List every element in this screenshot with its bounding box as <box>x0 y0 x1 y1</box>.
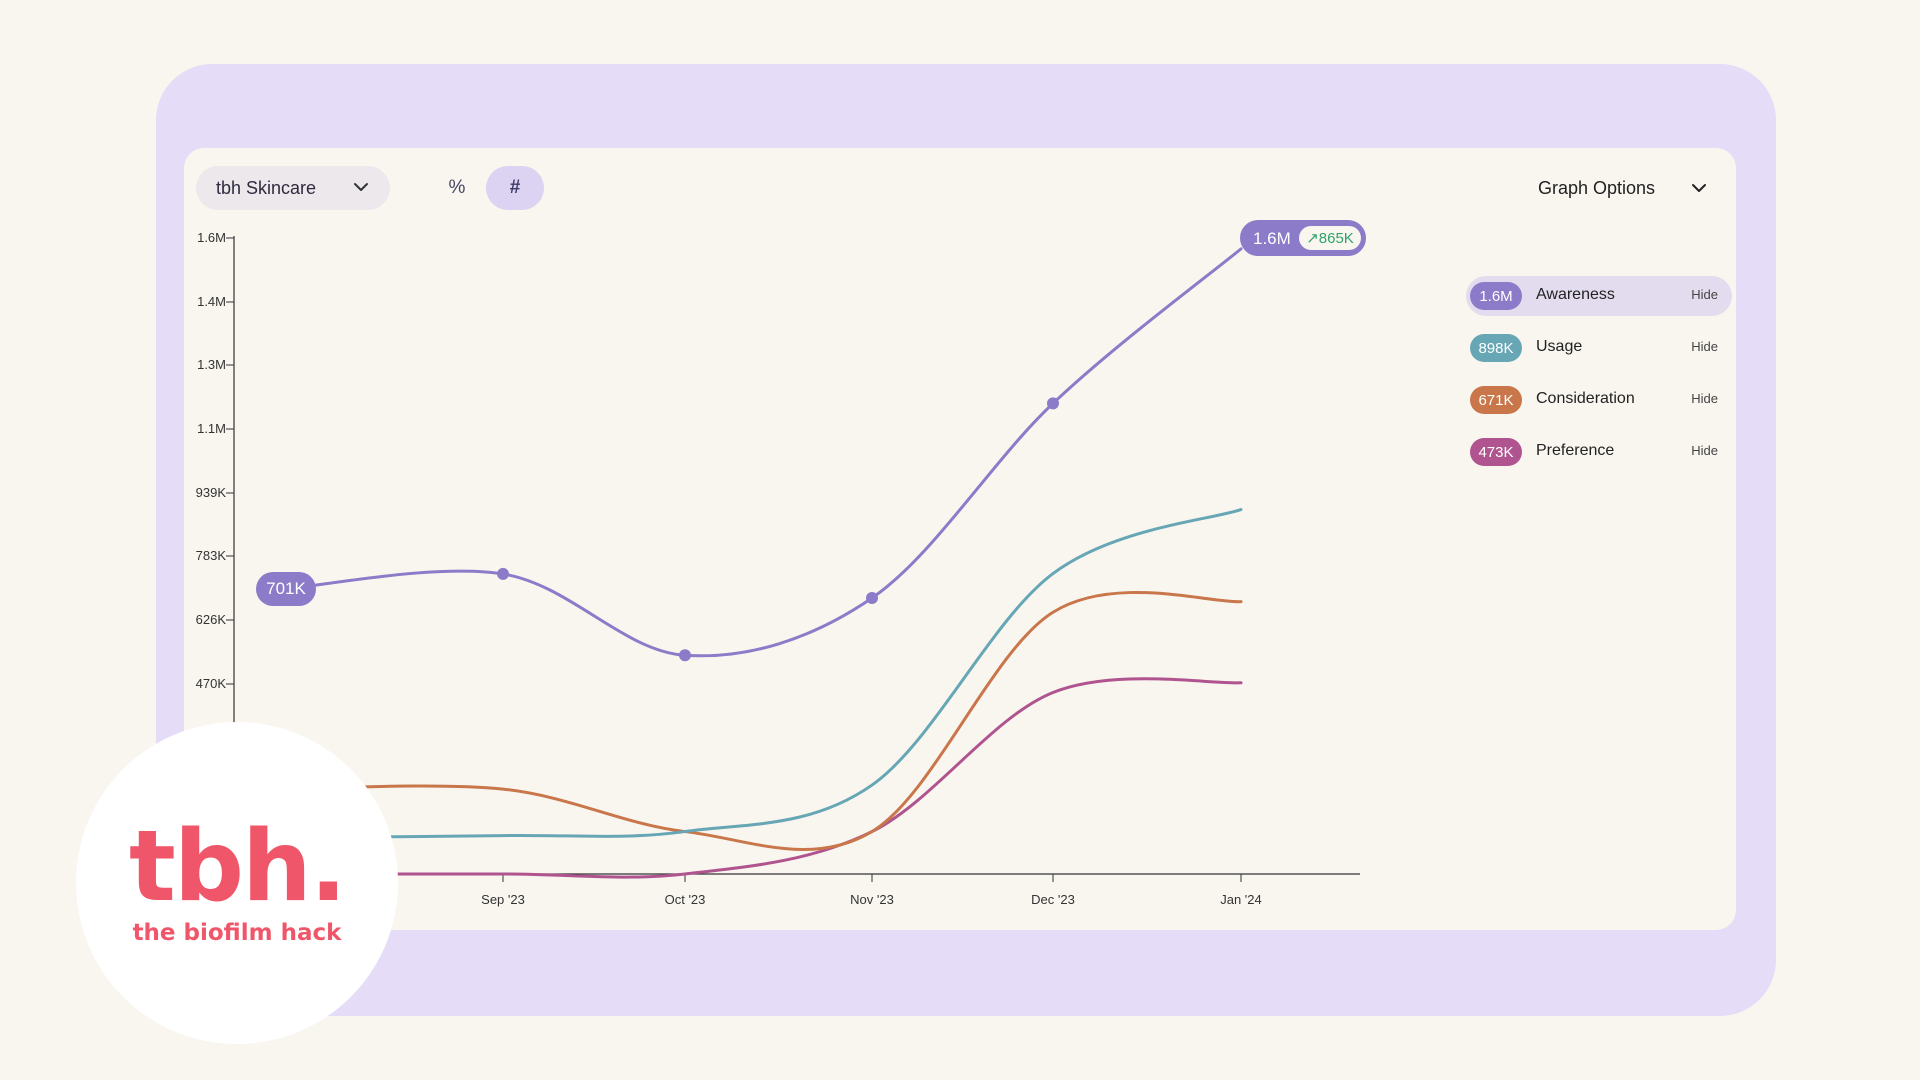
data-point-awareness <box>679 649 691 662</box>
start-value-badge: 701K <box>256 572 316 606</box>
data-point-awareness <box>1047 397 1059 410</box>
legend-value-pill: 473K <box>1470 438 1522 466</box>
y-tick-label: 470K <box>196 676 227 691</box>
y-tick-label: 1.1M <box>197 421 226 436</box>
percent-toggle[interactable]: % <box>448 177 466 198</box>
hide-series-button[interactable]: Hide <box>1691 443 1718 458</box>
legend-item-consideration[interactable]: 671K Consideration Hide <box>1466 380 1732 420</box>
logo: tbh. the biofilm hack <box>76 722 398 1044</box>
legend-value-pill: 1.6M <box>1470 282 1522 310</box>
brand-select[interactable]: tbh Skincare <box>196 166 390 210</box>
data-point-awareness <box>866 591 878 604</box>
legend-item-awareness[interactable]: 1.6M Awareness Hide <box>1466 276 1732 316</box>
number-toggle[interactable]: # <box>486 166 544 210</box>
legend-label: Awareness <box>1536 286 1615 303</box>
y-tick-label: 1.4M <box>197 294 226 309</box>
legend-label: Usage <box>1536 338 1583 355</box>
series-line-usage <box>278 508 1243 840</box>
legend-value-pill: 671K <box>1470 386 1522 414</box>
data-point-awareness <box>497 567 509 580</box>
change-delta: ↗865K <box>1299 226 1361 250</box>
y-tick-label: 1.3M <box>197 357 226 372</box>
hide-series-button[interactable]: Hide <box>1691 287 1718 302</box>
end-value-badge: 1.6M ↗865K <box>1240 220 1366 256</box>
series-line-consideration <box>278 590 1243 851</box>
x-tick-label: Nov '23 <box>850 892 894 907</box>
y-tick-label: 626K <box>196 612 227 627</box>
hide-series-button[interactable]: Hide <box>1691 391 1718 406</box>
series-line-preference <box>278 677 1243 879</box>
legend-item-usage[interactable]: 898K Usage Hide <box>1466 328 1732 368</box>
x-tick-label: Jan '24 <box>1220 892 1262 907</box>
y-tick-label: 1.6M <box>197 230 226 245</box>
legend-value-pill: 898K <box>1470 334 1522 362</box>
legend-label: Preference <box>1536 442 1615 459</box>
x-tick-label: Sep '23 <box>481 892 525 907</box>
logo-wordmark: tbh. <box>129 810 347 924</box>
chevron-down-icon <box>1692 184 1706 192</box>
x-tick-label: Oct '23 <box>665 892 706 907</box>
graph-options-button[interactable]: Graph Options <box>1538 170 1718 206</box>
legend-item-preference[interactable]: 473K Preference Hide <box>1466 432 1732 472</box>
brand-select-label: tbh Skincare <box>216 177 317 198</box>
y-tick-label: 783K <box>196 548 227 563</box>
end-value: 1.6M <box>1253 229 1291 248</box>
graph-options-label: Graph Options <box>1538 177 1656 198</box>
legend-label: Consideration <box>1536 390 1635 407</box>
logo-tagline: the biofilm hack <box>132 920 342 946</box>
chevron-down-icon <box>354 183 368 191</box>
y-tick-label: 939K <box>196 485 227 500</box>
x-tick-label: Dec '23 <box>1031 892 1075 907</box>
series-line-awareness <box>278 247 1243 658</box>
hide-series-button[interactable]: Hide <box>1691 339 1718 354</box>
chart-series <box>278 247 1243 879</box>
